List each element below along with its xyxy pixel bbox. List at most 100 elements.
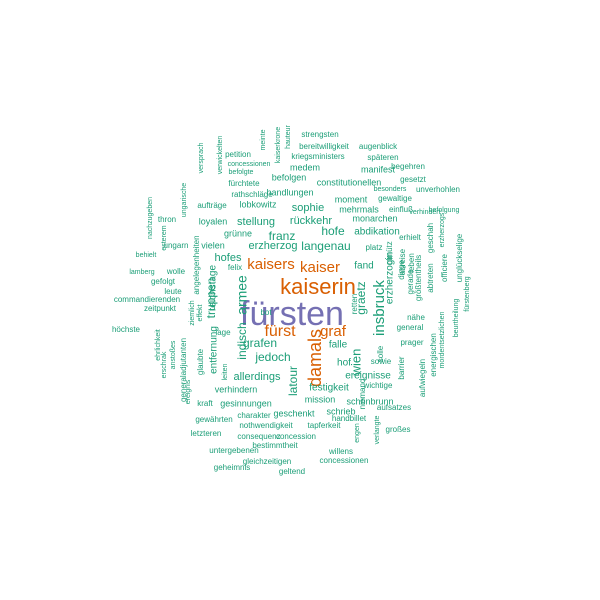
word-lobkowitz: lobkowitz — [239, 199, 277, 209]
word-bestimmtheit: bestimmtheit — [252, 441, 298, 450]
word-verlangte: verlangte — [374, 415, 381, 444]
word-fürsten: fürsten — [240, 295, 344, 333]
word-aufträge: aufträge — [197, 201, 227, 210]
word-consequenz: consequenz — [237, 432, 280, 441]
word-unglückselige: unglückselige — [455, 233, 464, 282]
word-abdikation: abdikation — [354, 227, 400, 238]
word-olmütz: olmütz — [385, 241, 394, 265]
word-größtentheils: größtentheils — [414, 255, 423, 301]
word-fürchtete: fürchtete — [228, 179, 260, 188]
word-generaladjutanten: generaladjutanten — [179, 338, 188, 402]
word-angelegenheiten: angelegenheiten — [192, 235, 201, 294]
word-ungarische: ungarische — [181, 183, 188, 217]
word-höchste: höchste — [112, 325, 141, 334]
word-niemand: niemand — [358, 379, 367, 410]
word-commandierenden: commandierenden — [114, 295, 180, 304]
word-schrieb: schrieb — [326, 406, 355, 416]
word-glaubte: glaubte — [196, 348, 205, 375]
word-rathschläge: rathschläge — [231, 190, 273, 199]
word-verwickelten: verwickelten — [217, 136, 224, 175]
word-unverhohlen: unverhohlen — [416, 185, 460, 194]
word-besonders: besonders — [374, 186, 407, 193]
word-gewaltige: gewaltige — [378, 194, 412, 203]
word-gewährten: gewährten — [195, 415, 232, 424]
word-medem: medem — [290, 162, 320, 172]
word-thron: thron — [158, 215, 176, 224]
word-zeitpunkt: zeitpunkt — [144, 304, 177, 313]
word-esterem: esterem — [161, 225, 168, 250]
word-nachzugeben: nachzugeben — [147, 197, 154, 239]
word-prager: prager — [400, 338, 423, 347]
word-rückkehr: rückkehr — [290, 215, 333, 227]
word-hof: hof — [337, 358, 351, 369]
word-verhindern: verhindern — [215, 384, 258, 394]
word-hauteur: hauteur — [285, 124, 292, 148]
word-solle: solle — [376, 345, 385, 362]
word-behielt: behielt — [136, 252, 157, 259]
word-grafen: grafen — [243, 336, 277, 350]
word-einfluß: einfluß — [389, 205, 413, 214]
word-kaiserin: kaiserin — [280, 274, 356, 299]
word-franz: franz — [269, 229, 296, 243]
word-armee: armee — [234, 275, 250, 315]
word-begehren: begehren — [391, 162, 425, 171]
word-hofe: hofe — [321, 224, 345, 238]
word-damals: damals — [305, 329, 325, 387]
word-monarchen: monarchen — [352, 213, 397, 223]
word-aufsatzes: aufsatzes — [377, 403, 411, 412]
word-indisch: indisch — [235, 322, 249, 359]
word-ehrlichkeit: ehrlichkeit — [155, 329, 162, 361]
word-hofes: hofes — [215, 252, 242, 264]
word-geschah: geschah — [426, 223, 435, 253]
word-fürstenberg: fürstenberg — [464, 276, 471, 312]
word-aufwiegeln: aufwiegeln — [418, 359, 427, 397]
word-gefolgt: gefolgt — [151, 277, 176, 286]
word-concessionen: concessionen — [228, 161, 271, 168]
word-engen: engen — [354, 423, 361, 443]
word-verhindert: verhindert — [409, 209, 440, 216]
word-stellung: stellung — [237, 216, 275, 228]
word-erzherzog: erzherzog — [249, 240, 298, 252]
word-nothwendigkeit: nothwendigkeit — [239, 421, 293, 430]
word-handbillet: handbillet — [332, 414, 367, 423]
word-kaiser: kaiser — [300, 259, 340, 276]
word-ereignisse: ereignisse — [345, 371, 391, 382]
word-gesetzt: gesetzt — [400, 175, 427, 184]
word-handlungen: handlungen — [266, 187, 313, 197]
word-jedoch: jedoch — [254, 350, 290, 364]
word-befolgung: befolgung — [429, 207, 460, 214]
word-gerade: gerade — [406, 269, 415, 294]
word-general: general — [397, 323, 424, 332]
word-erzherzogin: erzherzogin — [385, 252, 396, 304]
word-lage: lage — [215, 328, 231, 337]
word-befolgen: befolgen — [272, 172, 307, 182]
word-willens: willens — [328, 447, 353, 456]
word-leben: leben — [407, 253, 416, 273]
word-sophie: sophie — [292, 202, 324, 214]
word-charakter: charakter — [237, 411, 271, 420]
word-energischen: energischen — [429, 333, 438, 377]
word-sowie: sowie — [371, 357, 392, 366]
word-gesinnungen: gesinnungen — [220, 398, 272, 408]
word-concessionen: concessionen — [320, 456, 369, 465]
word-ziemlich: ziemlich — [189, 300, 196, 325]
word-leiten: leiten — [222, 364, 229, 381]
word-befolgte: befolgte — [229, 169, 254, 176]
word-vielen: vielen — [201, 240, 225, 250]
word-späteren: späteren — [367, 153, 398, 162]
word-ereignis: ereignis — [185, 379, 192, 404]
word-kraft: kraft — [197, 399, 213, 408]
word-allerdings: allerdings — [233, 371, 281, 383]
word-tapferkeit: tapferkeit — [308, 421, 342, 430]
word-erschrak: erschrak — [161, 351, 168, 378]
word-falle: falle — [329, 340, 348, 351]
word-leute: leute — [164, 287, 182, 296]
word-effekt: effekt — [197, 304, 204, 321]
word-untergebenen: untergebenen — [209, 446, 258, 455]
word-erhielt: erhielt — [399, 233, 422, 242]
word-geheimnis: geheimnis — [214, 463, 250, 472]
word-insbruck: insbruck — [371, 280, 388, 336]
